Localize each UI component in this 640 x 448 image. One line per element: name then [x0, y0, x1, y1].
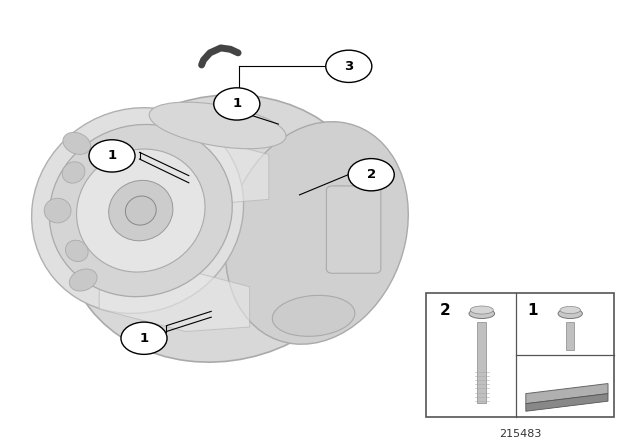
- Ellipse shape: [470, 306, 493, 314]
- Ellipse shape: [149, 102, 286, 149]
- Ellipse shape: [560, 306, 580, 314]
- Polygon shape: [526, 383, 608, 404]
- Ellipse shape: [125, 196, 156, 225]
- Text: 2: 2: [440, 303, 451, 318]
- Text: 3: 3: [344, 60, 353, 73]
- FancyBboxPatch shape: [326, 186, 381, 273]
- Ellipse shape: [31, 108, 244, 314]
- Circle shape: [89, 140, 135, 172]
- Ellipse shape: [558, 309, 582, 319]
- Ellipse shape: [44, 198, 71, 223]
- Polygon shape: [99, 134, 269, 206]
- Bar: [426, 293, 614, 417]
- Text: 1: 1: [140, 332, 148, 345]
- Ellipse shape: [225, 122, 408, 344]
- Text: 1: 1: [232, 97, 241, 111]
- Ellipse shape: [77, 149, 205, 272]
- Text: 1: 1: [528, 303, 538, 318]
- Text: 1: 1: [108, 149, 116, 163]
- Ellipse shape: [63, 132, 91, 155]
- Bar: [477, 322, 486, 403]
- Circle shape: [214, 88, 260, 120]
- Ellipse shape: [69, 269, 97, 291]
- Text: 2: 2: [367, 168, 376, 181]
- Ellipse shape: [65, 240, 88, 262]
- Ellipse shape: [273, 295, 355, 336]
- Bar: [566, 322, 574, 349]
- Circle shape: [121, 322, 167, 354]
- Polygon shape: [526, 394, 608, 411]
- Circle shape: [348, 159, 394, 191]
- Ellipse shape: [49, 125, 232, 297]
- Text: 215483: 215483: [499, 429, 541, 439]
- Polygon shape: [99, 267, 250, 332]
- Ellipse shape: [62, 162, 85, 183]
- Ellipse shape: [109, 181, 173, 241]
- Ellipse shape: [66, 95, 376, 362]
- Ellipse shape: [469, 309, 495, 319]
- Circle shape: [326, 50, 372, 82]
